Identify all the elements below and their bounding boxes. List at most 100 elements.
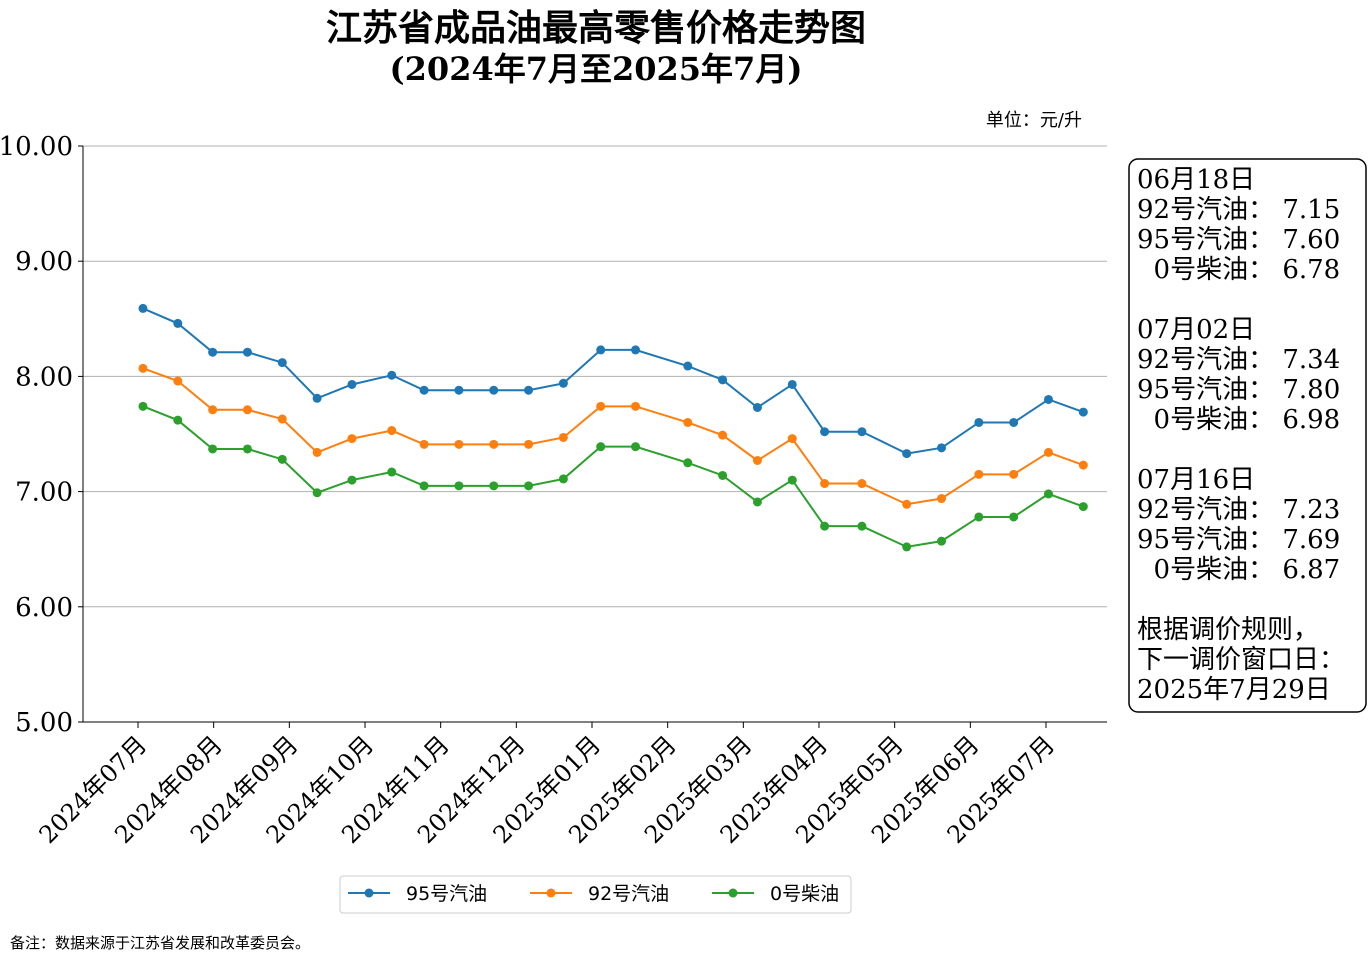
- data-point: [489, 439, 499, 449]
- series-line: [142, 367, 1084, 506]
- data-point: [242, 444, 252, 454]
- data-point: [1078, 407, 1088, 417]
- info-box-line: 95号汽油： 7.80: [1137, 375, 1340, 405]
- data-point: [558, 378, 568, 388]
- data-point: [718, 470, 728, 480]
- data-point: [1078, 460, 1088, 470]
- y-tick-label: 9.00: [15, 247, 73, 277]
- data-point: [347, 434, 357, 444]
- data-point: [937, 536, 947, 546]
- data-point: [454, 385, 464, 395]
- data-point: [387, 467, 397, 477]
- data-point: [173, 318, 183, 328]
- data-point: [820, 521, 830, 531]
- legend-marker: [546, 888, 556, 898]
- data-point: [419, 481, 429, 491]
- data-point: [752, 455, 762, 465]
- legend: 95号汽油 92号汽油 0号柴油: [348, 883, 839, 905]
- data-point: [820, 479, 830, 489]
- data-point: [902, 542, 912, 552]
- grid-lines: [83, 145, 1107, 723]
- legend-box: [339, 875, 852, 914]
- y-tick-label: 5.00: [15, 708, 73, 738]
- unit-label: 单位：元/升: [986, 110, 1082, 131]
- data-point: [1009, 469, 1019, 479]
- y-tick-label: 6.00: [15, 593, 73, 623]
- data-point: [974, 417, 984, 427]
- data-point: [277, 358, 287, 368]
- data-point: [1043, 489, 1053, 499]
- data-point: [138, 401, 148, 411]
- info-box-line: 95号汽油： 7.60: [1137, 225, 1340, 255]
- data-point: [277, 454, 287, 464]
- info-box-line: 下一调价窗口日：: [1137, 645, 1345, 675]
- data-point: [277, 414, 287, 424]
- data-point: [718, 430, 728, 440]
- data-point: [524, 439, 534, 449]
- info-box-line: 92号汽油： 7.15: [1137, 195, 1340, 225]
- data-point: [631, 345, 641, 355]
- data-point: [454, 439, 464, 449]
- info-box-line: 0号柴油： 6.78: [1137, 255, 1340, 285]
- data-point: [787, 475, 797, 485]
- data-point: [524, 385, 534, 395]
- data-point: [1009, 417, 1019, 427]
- data-point: [419, 439, 429, 449]
- info-box-line: 92号汽油： 7.23: [1137, 495, 1340, 525]
- data-point: [524, 481, 534, 491]
- data-point: [387, 426, 397, 436]
- data-point: [1009, 512, 1019, 522]
- data-point: [1078, 502, 1088, 512]
- data-point: [902, 499, 912, 509]
- axes: [82, 146, 1107, 723]
- data-point: [683, 361, 693, 371]
- data-point: [138, 363, 148, 373]
- data-point: [208, 347, 218, 357]
- y-tick-label: 7.00: [15, 478, 73, 508]
- info-box-line: 92号汽油： 7.34: [1137, 345, 1340, 375]
- series-line: [142, 405, 1084, 548]
- data-point: [787, 434, 797, 444]
- legend-marker: [364, 888, 374, 898]
- y-tick-label: 10.00: [0, 132, 73, 162]
- series-line: [142, 307, 1084, 455]
- data-point: [312, 393, 322, 403]
- footnote: 备注：数据来源于江苏省发展和改革委员会。: [10, 934, 310, 952]
- info-box-line: 95号汽油： 7.69: [1137, 525, 1340, 555]
- data-point: [173, 415, 183, 425]
- data-point: [683, 458, 693, 468]
- data-point: [419, 385, 429, 395]
- data-point: [312, 488, 322, 498]
- chart-title: 江苏省成品油最高零售价格走势图: [326, 7, 866, 49]
- data-point: [242, 347, 252, 357]
- data-point: [454, 481, 464, 491]
- data-point: [347, 475, 357, 485]
- info-box-line: 0号柴油： 6.87: [1137, 555, 1340, 585]
- y-tick-labels: 10.00 9.00 8.00 7.00 6.00 5.00: [0, 132, 83, 738]
- info-box-line: 07月02日: [1137, 315, 1255, 345]
- data-point: [347, 379, 357, 389]
- chart-subtitle: (2024年7月至2025年7月): [390, 50, 803, 88]
- y-tick-label: 8.00: [15, 362, 73, 392]
- info-box-line: 2025年7月29日: [1137, 675, 1331, 705]
- legend-label: 0号柴油: [770, 883, 839, 905]
- data-point: [974, 512, 984, 522]
- data-point: [558, 474, 568, 484]
- data-point: [387, 370, 397, 380]
- data-point: [596, 401, 606, 411]
- data-point: [857, 479, 867, 489]
- data-point: [752, 403, 762, 413]
- legend-label: 95号汽油: [406, 883, 487, 905]
- legend-marker: [728, 888, 738, 898]
- data-point: [596, 345, 606, 355]
- data-point: [312, 447, 322, 457]
- series-lines: [138, 303, 1088, 552]
- data-point: [752, 497, 762, 507]
- x-tick-labels: 2024年07月2024年08月2024年09月2024年10月2024年11月…: [34, 722, 1060, 849]
- data-point: [631, 442, 641, 452]
- info-box-line: 07月16日: [1137, 465, 1255, 495]
- info-box-line: 0号柴油： 6.98: [1137, 405, 1340, 435]
- data-point: [138, 303, 148, 313]
- data-point: [937, 443, 947, 453]
